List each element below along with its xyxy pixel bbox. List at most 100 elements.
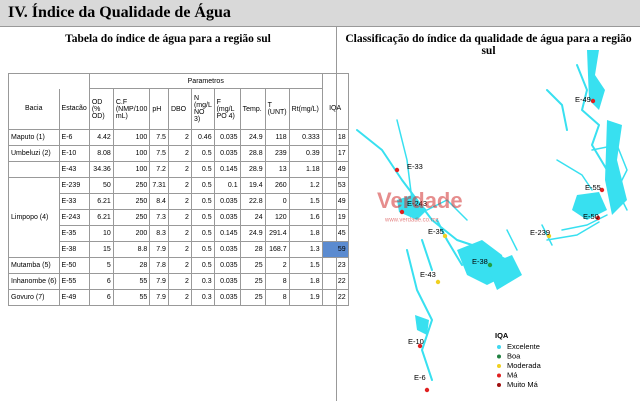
cell: 118 [264,129,290,146]
cell: 1.18 [288,161,323,178]
watermark-url: www.verdade.co.mz [384,218,439,224]
cell: 1.8 [288,273,323,290]
cell: 0.5 [190,257,215,274]
cell: 0.5 [190,145,215,162]
cell: 6 [88,289,114,306]
cell: 100 [112,129,151,146]
column-header: OD (% OD) [88,88,114,130]
station-label: E-49 [575,95,591,104]
cell: 24.9 [239,225,266,242]
cell: 2 [264,257,290,274]
station-label: E-6 [414,373,426,382]
cell: 22.8 [239,193,266,210]
column-header: Rt(mg/L) [288,88,323,130]
cell: 200 [112,225,151,242]
cell: 28.8 [239,145,266,162]
cell: 13 [264,161,290,178]
legend-label: Moderada [507,361,542,370]
station-dot [487,262,493,268]
legend-title: IQA [495,331,509,340]
water-table: Parametros Bacia Estacão OD (% OD) C.F (NMP/… [8,73,349,306]
cell: 0.035 [213,193,241,210]
table-row: E-35 10 200 8.3 2 0.5 0.145 24.9 291.4 1.8 45 [9,225,349,242]
cell: E-10 [58,145,90,162]
table-title: Tabela do índice de água para a região s… [65,33,271,45]
cell: 0.3 [190,289,215,306]
legend-swatch [497,373,501,378]
cell: 2 [167,225,192,242]
cell: 7.3 [149,209,169,226]
cell: 2 [167,257,192,274]
watermark-brand: Verdade [377,188,463,213]
station-dot [590,98,596,104]
table-row: E-33 6.21 250 8.4 2 0.5 0.035 22.8 0 1.5 49 [9,193,349,210]
station-label: E-243 [407,199,427,208]
cell: 7.9 [149,273,169,290]
cell: E-43 [58,161,90,178]
station-label: E-10 [408,337,424,346]
cell: 1.5 [288,257,323,274]
column-header: IQA [321,88,349,130]
column-header: F (mg/L PO 4) [213,88,241,130]
cell: 0.5 [190,241,215,258]
cell: 0.035 [213,273,241,290]
cell: 2 [167,177,192,194]
legend-label: Boa [507,351,521,360]
cell: 0.035 [213,129,241,146]
cell: 0.035 [213,145,241,162]
cell: 7.9 [149,289,169,306]
cell: 25 [239,257,266,274]
cell: 10 [88,225,114,242]
bacia: Govuro (7) [8,289,60,306]
cell: 0.5 [190,193,215,210]
cell: 8 [264,273,290,290]
cell: 22 [321,289,349,306]
cell: 24 [239,209,266,226]
cell: 0.5 [190,177,215,194]
cell: 28.9 [239,161,266,178]
table-row: Maputo (1) E-6 4.42 100 7.5 2 0.46 0.035 24.9 118… [8,129,349,146]
cell: 15 [88,241,114,258]
column-header: T (UNT) [264,88,290,130]
header-row: Bacia Estacão OD (% OD) C.F (NMP/100 mL) pH D… [8,88,349,130]
cell: 6.21 [88,209,114,226]
cell: 34.36 [88,161,114,178]
station-dot [399,209,405,215]
station-dot [394,167,400,173]
cell: 24.9 [239,129,266,146]
table-row: Inhanombe (6) E-55 6 55 7.9 2 0.3 0.035 25 8 1.8 22 [8,273,349,290]
cell: 5 [88,257,114,274]
station-dot [595,215,601,221]
cell: E-49 [58,289,90,306]
cell: 0 [264,193,290,210]
table-row: Umbeluzi (2) E-10 8.08 100 7.5 2 0.5 0.035 28.8 2… [8,145,349,162]
header: IV. Índice da Qualidade de Água [0,0,640,27]
bacia: Umbeluzi (2) [8,145,60,162]
cell: E-6 [58,129,90,146]
column-header: DBO [167,88,192,130]
cell: 2 [167,161,192,178]
cell: E-55 [58,273,90,290]
table-row: E-38 15 8.8 7.9 2 0.5 0.035 28 168.7 1.3 59 [9,241,349,258]
cell: 100 [112,161,151,178]
station-label: E-55 [585,183,601,192]
cell [321,73,349,89]
legend-label: Muito Má [507,380,539,389]
cell: 1.3 [288,241,323,258]
cell: 7.5 [149,129,169,146]
legend-swatch [497,345,501,349]
header-title: IV. Índice da Qualidade de Água [8,4,231,21]
cell: 0.1 [213,177,241,194]
column-header: Bacia [8,88,60,130]
table-row: Limpopo (4) E-239 50 250 7.31 2 0.5 0.1 19.4 260 1… [8,177,349,258]
table-row: E-43 34.36 100 7.2 2 0.5 0.145 28.9 13 1.18 49 [8,161,349,178]
station-dot [435,279,441,285]
cell: 1.5 [288,193,323,210]
cell: 19.4 [239,177,266,194]
cell: 250 [112,193,151,210]
station-label: E-43 [420,270,436,279]
cell: 2 [167,273,192,290]
cell: E-50 [58,257,90,274]
cell: 0.5 [190,209,215,226]
